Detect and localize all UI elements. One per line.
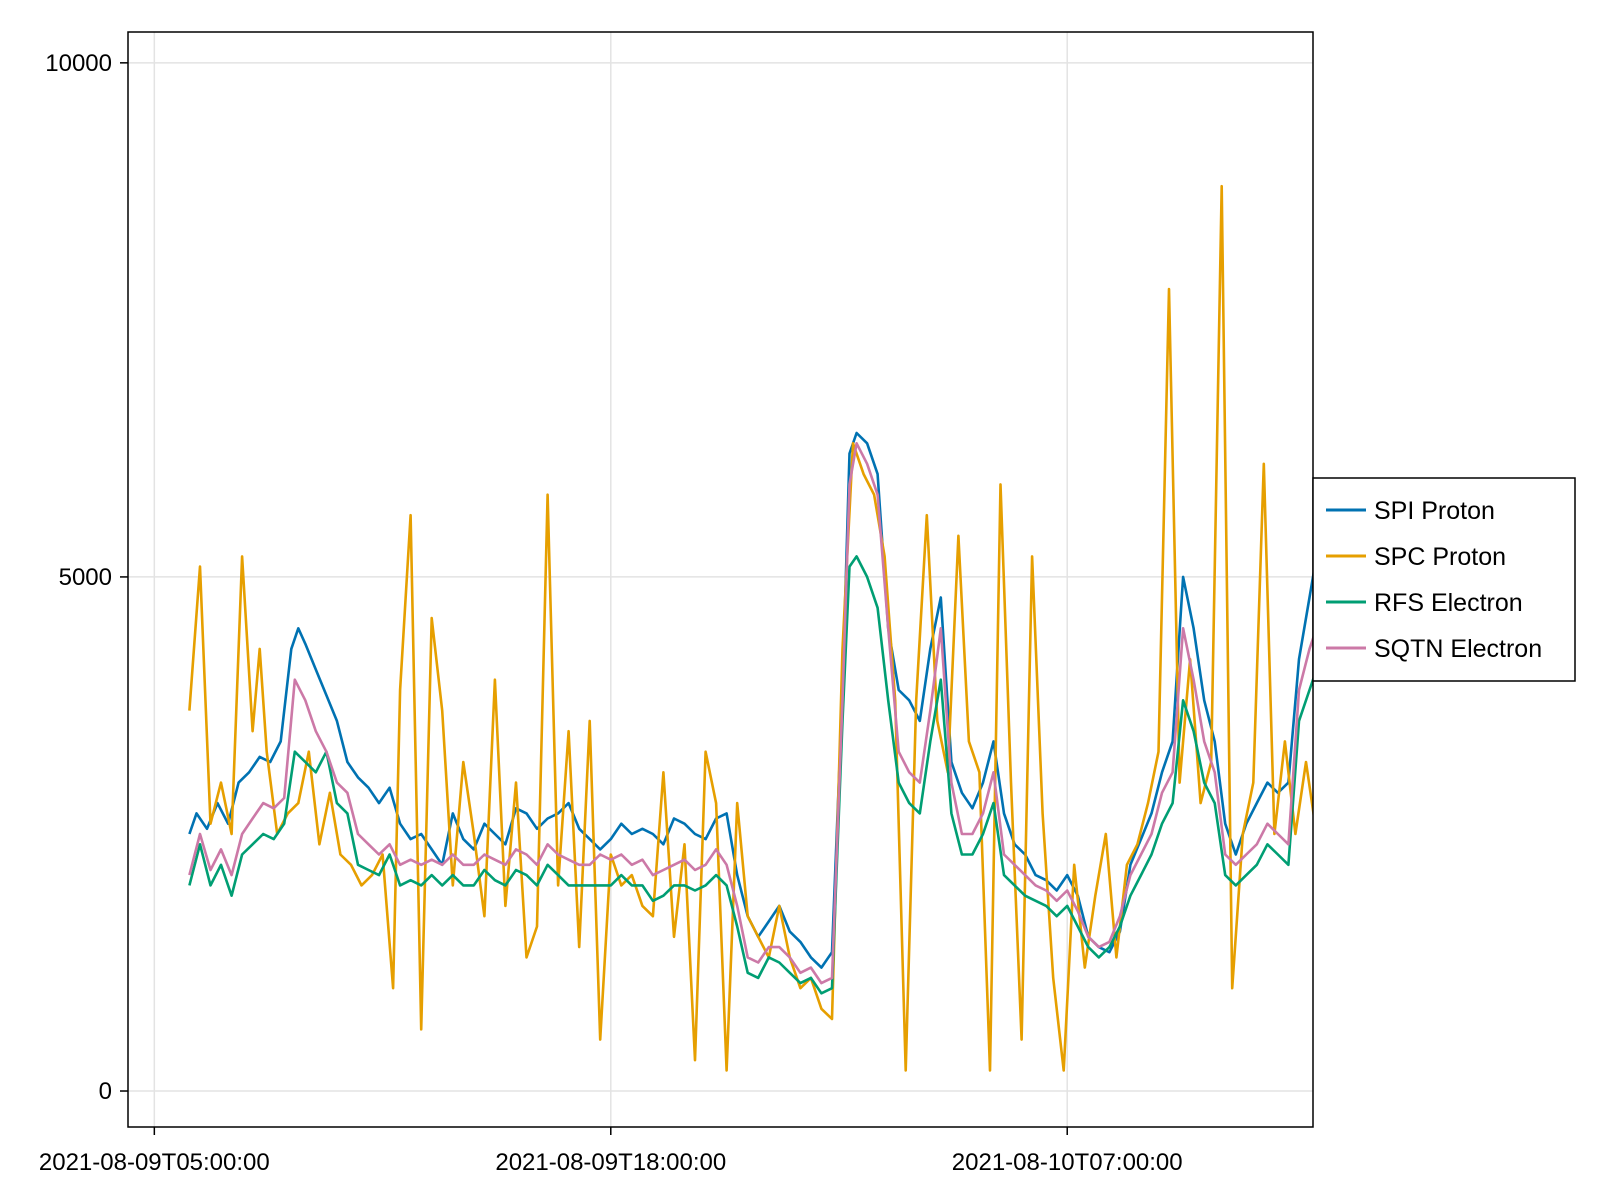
legend-label-spi-proton: SPI Proton [1374, 497, 1495, 525]
legend-label-sqtn-electron: SQTN Electron [1374, 635, 1542, 663]
legend-entry-spi-proton: SPI Proton [1326, 497, 1495, 525]
y-tick-label: 10000 [45, 50, 112, 77]
x-tick-label: 2021-08-09T05:00:00 [39, 1149, 270, 1176]
y-tick-label: 5000 [59, 564, 112, 591]
x-tick-label: 2021-08-09T18:00:00 [495, 1149, 726, 1176]
legend-entry-sqtn-electron: SQTN Electron [1326, 635, 1542, 663]
series-layer [188, 184, 1313, 1072]
series-line-sqtn-electron [188, 442, 1313, 985]
y-tick-label: 0 [99, 1078, 112, 1105]
plot-area [188, 184, 1313, 1072]
x-tick-label: 2021-08-10T07:00:00 [952, 1149, 1183, 1176]
axis-layer: 2021-08-09T05:00:00 2021-08-09T18:00:00 20… [39, 50, 1183, 1176]
grid-layer [128, 32, 1313, 1127]
legend: SPI Proton SPC Proton RFS Electron SQTN … [1312, 477, 1576, 682]
legend-entry-spc-proton: SPC Proton [1326, 543, 1506, 571]
legend-entry-rfs-electron: RFS Electron [1326, 589, 1523, 617]
legend-label-spc-proton: SPC Proton [1374, 543, 1506, 571]
series-line-rfs-electron [188, 555, 1313, 995]
legend-label-rfs-electron: RFS Electron [1374, 589, 1523, 617]
